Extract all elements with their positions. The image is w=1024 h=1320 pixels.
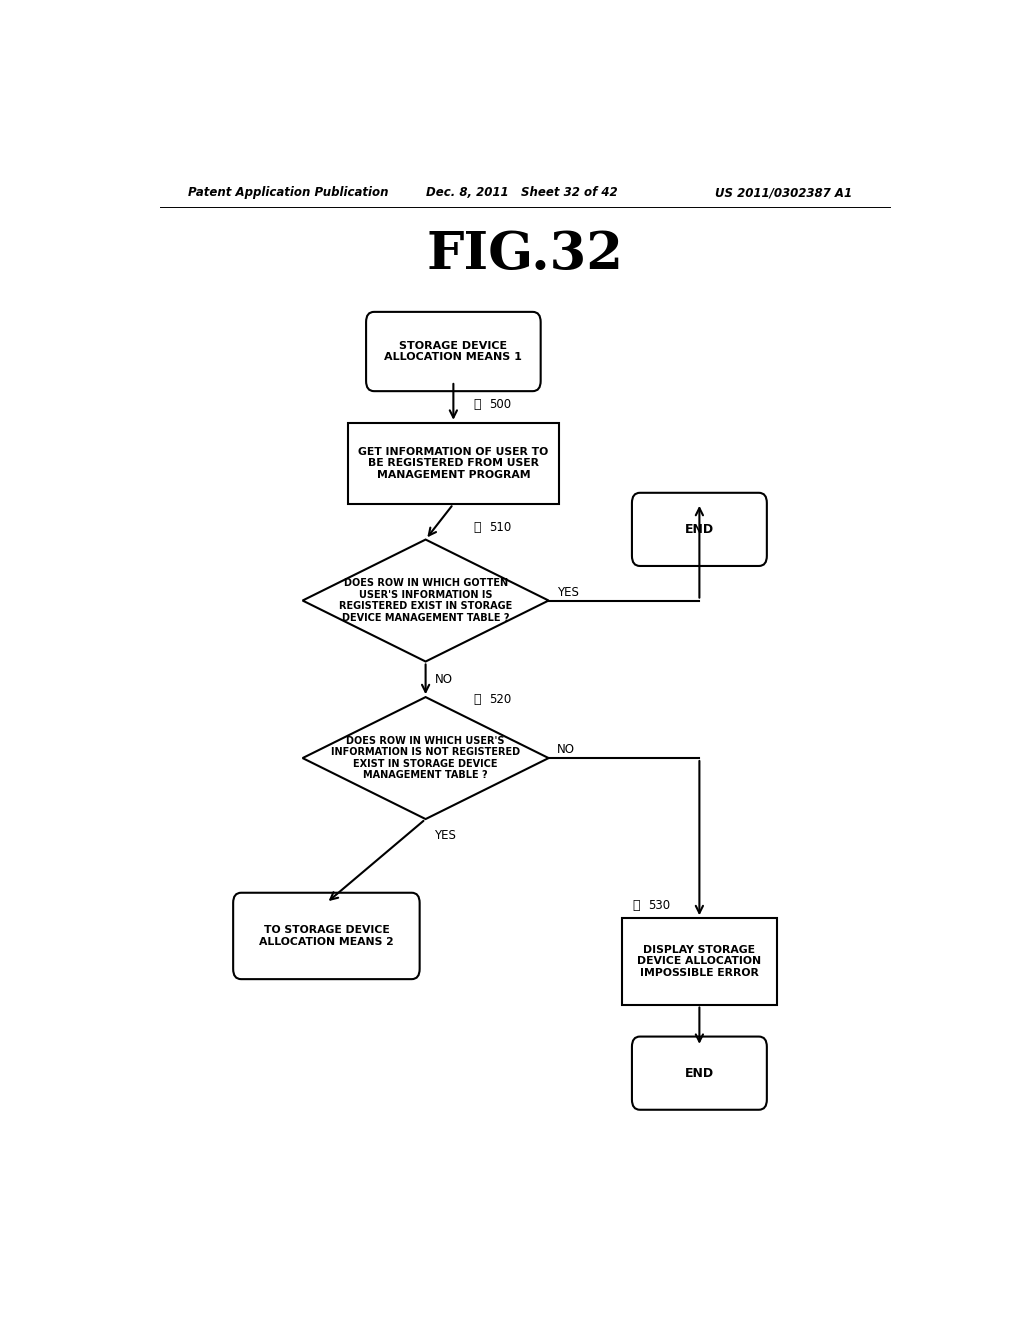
Text: US 2011/0302387 A1: US 2011/0302387 A1: [715, 186, 852, 199]
Text: 530: 530: [648, 899, 670, 912]
Text: 510: 510: [489, 521, 511, 533]
FancyBboxPatch shape: [632, 1036, 767, 1110]
Text: 500: 500: [489, 397, 511, 411]
Text: Patent Application Publication: Patent Application Publication: [187, 186, 388, 199]
Text: 520: 520: [489, 693, 511, 706]
Text: STORAGE DEVICE
ALLOCATION MEANS 1: STORAGE DEVICE ALLOCATION MEANS 1: [384, 341, 522, 362]
Text: NO: NO: [557, 743, 574, 756]
FancyBboxPatch shape: [632, 492, 767, 566]
Text: DISPLAY STORAGE
DEVICE ALLOCATION
IMPOSSIBLE ERROR: DISPLAY STORAGE DEVICE ALLOCATION IMPOSS…: [637, 945, 762, 978]
Polygon shape: [303, 540, 549, 661]
Text: TO STORAGE DEVICE
ALLOCATION MEANS 2: TO STORAGE DEVICE ALLOCATION MEANS 2: [259, 925, 394, 946]
Text: ⏋: ⏋: [473, 521, 480, 533]
Text: YES: YES: [557, 586, 579, 599]
Text: GET INFORMATION OF USER TO
BE REGISTERED FROM USER
MANAGEMENT PROGRAM: GET INFORMATION OF USER TO BE REGISTERED…: [358, 446, 549, 480]
Bar: [622, 919, 777, 1005]
Text: END: END: [685, 1067, 714, 1080]
FancyBboxPatch shape: [366, 312, 541, 391]
Text: END: END: [685, 523, 714, 536]
Text: ⏋: ⏋: [632, 899, 639, 912]
Polygon shape: [303, 697, 549, 818]
Text: DOES ROW IN WHICH GOTTEN
USER'S INFORMATION IS
REGISTERED EXIST IN STORAGE
DEVIC: DOES ROW IN WHICH GOTTEN USER'S INFORMAT…: [339, 578, 512, 623]
Text: NO: NO: [435, 673, 454, 686]
FancyBboxPatch shape: [233, 892, 420, 979]
Text: YES: YES: [433, 829, 456, 842]
Bar: [348, 422, 558, 504]
Text: FIG.32: FIG.32: [426, 230, 624, 280]
Text: ⏋: ⏋: [473, 397, 480, 411]
Text: DOES ROW IN WHICH USER'S
INFORMATION IS NOT REGISTERED
EXIST IN STORAGE DEVICE
M: DOES ROW IN WHICH USER'S INFORMATION IS …: [331, 735, 520, 780]
Text: Dec. 8, 2011   Sheet 32 of 42: Dec. 8, 2011 Sheet 32 of 42: [426, 186, 617, 199]
Text: ⏋: ⏋: [473, 693, 480, 706]
